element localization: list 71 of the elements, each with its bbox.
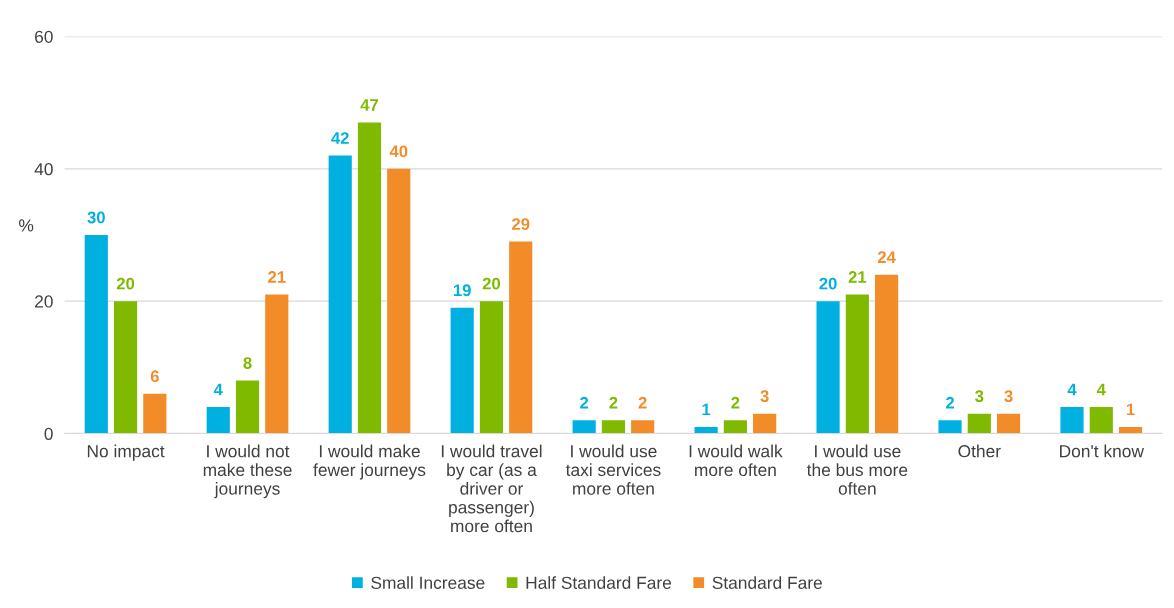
bar <box>723 420 747 434</box>
bar <box>479 301 504 434</box>
x-tick-label: I would travel by car (as a driver or passenger) more often <box>441 444 542 533</box>
y-tick-label: 20 <box>35 295 53 308</box>
data-label: 2 <box>731 396 740 409</box>
bar <box>265 294 289 434</box>
bar <box>206 407 230 434</box>
data-label: 4 <box>1096 383 1106 396</box>
data-label: 3 <box>975 390 984 403</box>
x-tick-label: I would not make these journeys <box>203 444 292 499</box>
x-tick-label: I would use taxi services more often <box>565 444 661 495</box>
x-tick-label: I would walk more often <box>689 444 783 477</box>
bar <box>387 168 411 434</box>
bar <box>601 420 625 434</box>
data-label: 47 <box>360 99 379 111</box>
data-label: 2 <box>945 396 955 409</box>
bar <box>631 420 655 434</box>
y-axis-title: % <box>19 219 34 232</box>
y-tick-label: 60 <box>35 30 53 43</box>
data-label: 29 <box>512 218 530 230</box>
bar <box>997 413 1021 434</box>
data-label: 8 <box>243 357 252 369</box>
data-label: 24 <box>877 251 896 263</box>
data-label: 20 <box>819 277 837 290</box>
bar <box>938 420 962 434</box>
x-tick-label: Don't know <box>1060 444 1144 458</box>
bar <box>450 307 474 434</box>
data-label: 2 <box>638 396 647 409</box>
bar <box>694 426 718 434</box>
bar <box>967 413 991 434</box>
data-label: 1 <box>1126 403 1135 416</box>
data-label: 2 <box>609 396 618 409</box>
data-label: 3 <box>760 390 769 403</box>
data-label: 19 <box>453 284 471 297</box>
bar <box>509 241 533 434</box>
data-label: 3 <box>1004 390 1013 403</box>
data-label: 1 <box>702 403 711 416</box>
bar <box>113 301 138 434</box>
bar <box>845 294 869 434</box>
data-label: 21 <box>268 271 286 283</box>
bar <box>816 301 840 434</box>
x-tick-label: I would make fewer journeys <box>313 444 426 480</box>
bar <box>572 420 596 434</box>
data-label: 20 <box>116 277 135 290</box>
y-tick-label: 0 <box>44 427 53 440</box>
bar <box>357 122 382 434</box>
bar <box>1089 407 1113 434</box>
x-tick-label: No impact <box>87 444 165 461</box>
legend-label: Standard Fare <box>712 576 822 589</box>
bar <box>1060 407 1084 434</box>
bar <box>328 155 352 434</box>
data-label: 20 <box>482 277 501 290</box>
legend-label: Half Standard Fare <box>526 576 672 589</box>
data-label: 40 <box>389 145 408 158</box>
data-label: 4 <box>1067 383 1077 396</box>
data-label: 6 <box>150 370 159 383</box>
data-label: 42 <box>331 132 349 144</box>
bar <box>235 380 260 434</box>
data-label: 21 <box>848 271 867 283</box>
y-tick-label: 40 <box>34 162 53 176</box>
bar <box>875 274 899 434</box>
bar <box>84 234 108 434</box>
legend-label: Small Increase <box>371 576 485 589</box>
x-tick-label: Other <box>958 444 1001 458</box>
bar <box>1118 426 1143 434</box>
data-label: 4 <box>213 383 223 396</box>
data-label: 30 <box>87 211 105 224</box>
data-label: 2 <box>580 396 589 409</box>
bar <box>753 413 777 434</box>
bar <box>143 393 167 434</box>
x-tick-label: I would use the bus more often <box>806 444 908 495</box>
